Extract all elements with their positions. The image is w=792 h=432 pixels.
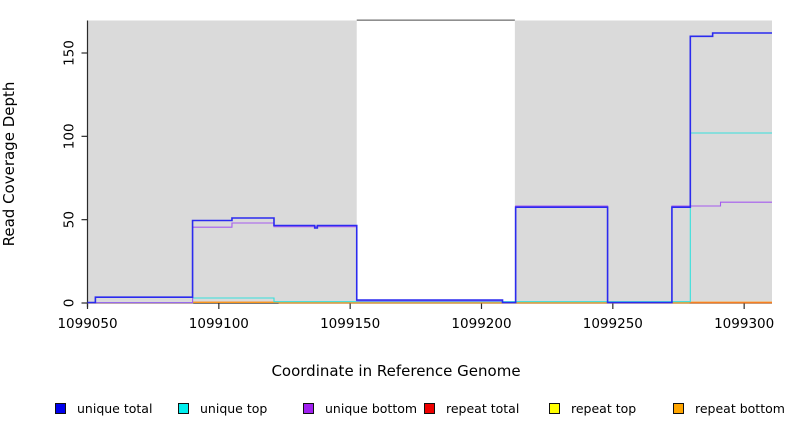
y-tick-label: 50	[62, 211, 78, 228]
legend-label: repeat total	[446, 400, 520, 416]
x-tick-label: 1099050	[57, 316, 117, 332]
y-tick-label: 0	[62, 299, 78, 308]
y-tick-label: 100	[62, 123, 78, 149]
legend-swatch-unique-top	[178, 402, 189, 414]
y-axis-title: Read Coverage Depth	[0, 81, 18, 247]
legend-item-repeat-total: repeat total	[424, 398, 519, 418]
legend-item-unique-total: unique total	[55, 398, 152, 418]
legend-label: unique top	[200, 400, 268, 416]
legend-label: unique bottom	[325, 400, 418, 416]
series-unique-total	[87, 32, 772, 304]
x-tick-label: 1099200	[451, 316, 511, 332]
legend-swatch-repeat-bottom	[673, 402, 684, 414]
legend-item-repeat-bottom: repeat bottom	[673, 398, 785, 418]
x-tick-label: 1099300	[714, 316, 774, 332]
legend-label: unique total	[77, 400, 153, 416]
x-tick-label: 1099150	[320, 316, 380, 332]
legend-item-unique-top: unique top	[178, 398, 267, 418]
legend-swatch-unique-total	[55, 402, 66, 414]
shaded-region	[87, 20, 357, 303]
x-tick-label: 1099100	[189, 316, 249, 332]
legend: unique total unique top unique bottom repea…	[0, 398, 792, 422]
legend-swatch-repeat-total	[424, 402, 435, 414]
x-tick-label: 1099250	[583, 316, 643, 332]
legend-swatch-repeat-top	[549, 402, 560, 414]
shaded-region	[514, 20, 772, 303]
legend-item-unique-bottom: unique bottom	[303, 398, 417, 418]
legend-swatch-unique-bottom	[303, 402, 314, 414]
legend-item-repeat-top: repeat top	[549, 398, 636, 418]
legend-label: repeat top	[571, 400, 637, 416]
y-tick-label: 150	[62, 40, 78, 66]
legend-label: repeat bottom	[695, 400, 785, 416]
x-axis-title: Coordinate in Reference Genome	[271, 362, 521, 380]
